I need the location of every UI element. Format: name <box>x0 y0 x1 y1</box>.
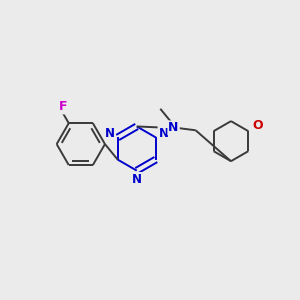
Text: N: N <box>132 173 142 186</box>
Text: N: N <box>168 122 179 134</box>
Text: N: N <box>105 127 115 140</box>
Text: O: O <box>253 119 263 132</box>
Text: N: N <box>158 127 169 140</box>
Text: F: F <box>58 100 67 113</box>
